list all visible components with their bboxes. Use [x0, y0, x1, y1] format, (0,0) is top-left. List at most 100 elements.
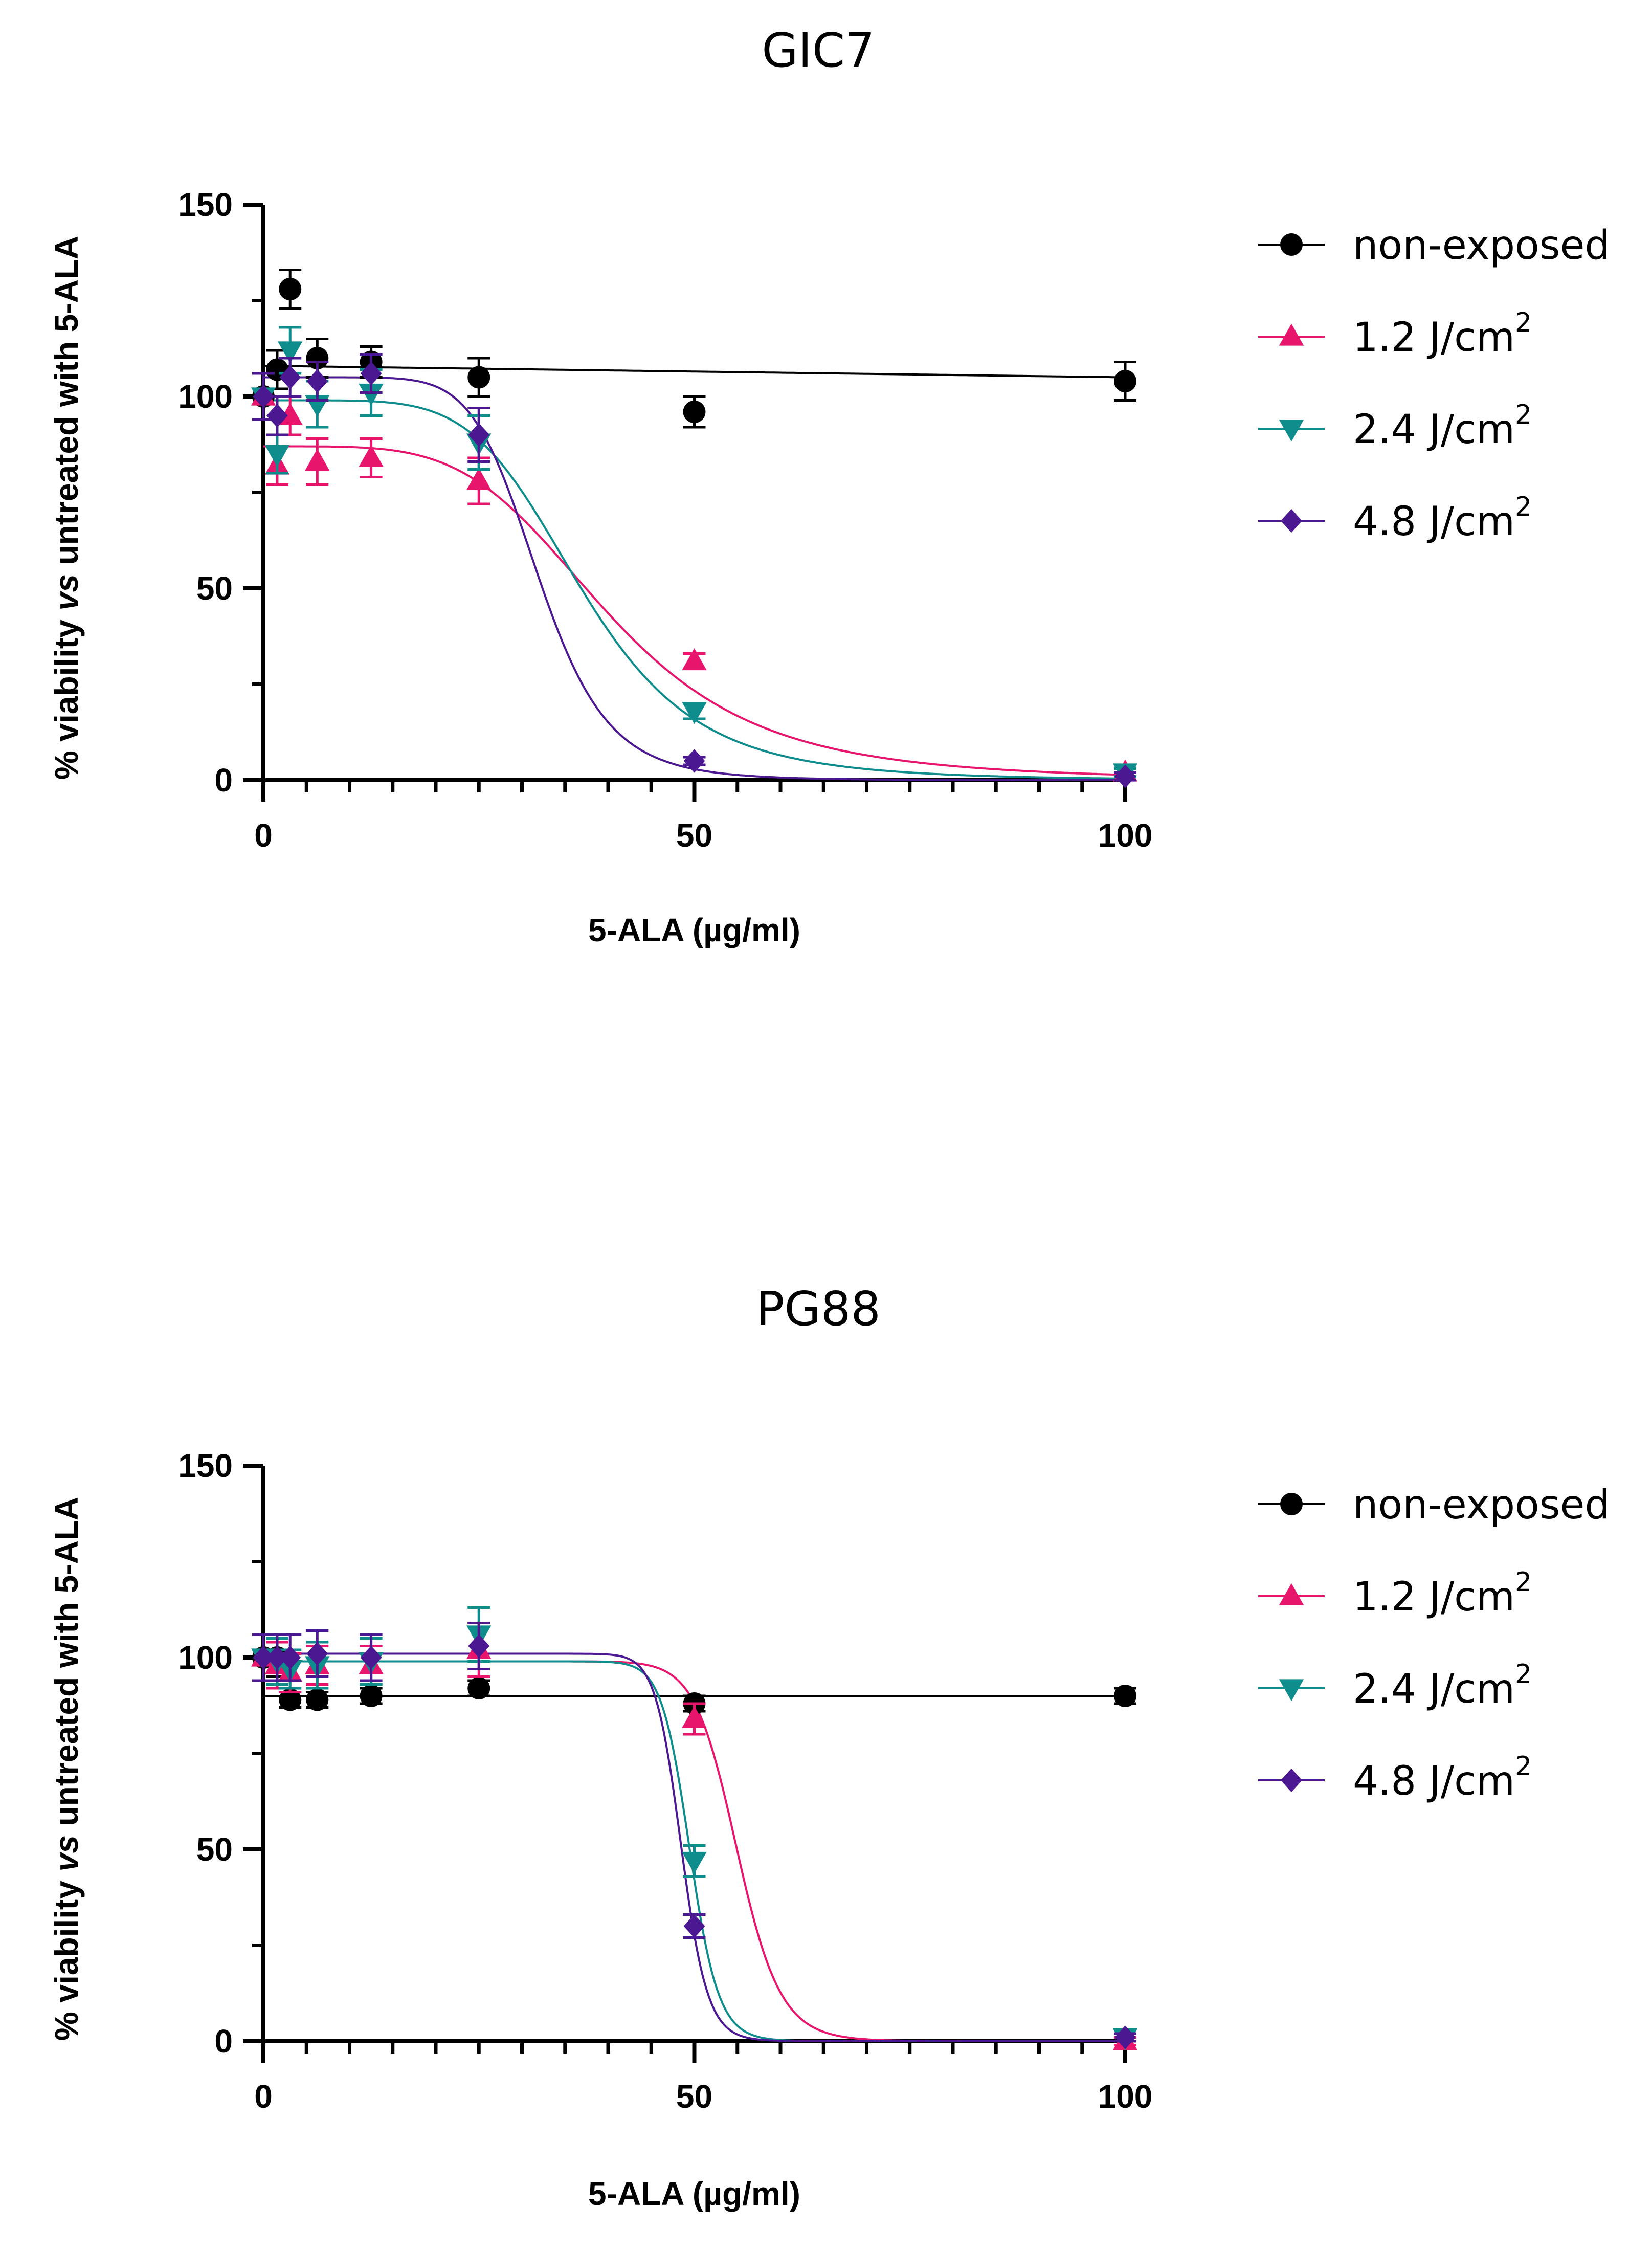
y-axis-label-prefix: % viability	[48, 610, 85, 780]
data-point	[1114, 2025, 1136, 2049]
legend-label-text: 1.2 J/cm	[1353, 1574, 1515, 1620]
legend-label: 1.2 J/cm2	[1353, 307, 1532, 361]
legend-label-superscript: 2	[1515, 400, 1532, 430]
legend-label-text: 4.8 J/cm	[1353, 499, 1515, 545]
y-tick-label: 150	[178, 1447, 233, 1484]
data-point	[306, 369, 328, 393]
data-point	[468, 1634, 490, 1658]
y-tick-label: 0	[214, 762, 233, 799]
data-point	[683, 401, 706, 423]
legend-entry-4: 4.8 J/cm2	[1258, 492, 1532, 545]
data-point	[359, 445, 384, 467]
legend-label-superscript: 2	[1515, 1567, 1532, 1598]
data-point	[306, 1688, 329, 1711]
data-point	[266, 404, 288, 428]
y-axis-label-italic: vs	[48, 1835, 85, 1871]
data-point	[264, 445, 290, 467]
y-tick-label: 50	[196, 570, 233, 607]
data-point	[305, 449, 330, 471]
data-point	[253, 1645, 274, 1670]
legend-label: 2.4 J/cm2	[1353, 400, 1532, 453]
series-4-points	[252, 1622, 1136, 2049]
y-axis-label: % viability vs untreated with 5-ALA	[48, 236, 85, 780]
chart-title: PG88	[756, 1282, 881, 1336]
legend-marker	[1281, 1768, 1302, 1793]
data-point	[279, 1645, 301, 1670]
data-point	[683, 749, 705, 773]
data-point	[682, 702, 707, 724]
x-tick-label: 100	[1098, 2078, 1153, 2115]
y-tick-label: 100	[178, 378, 233, 415]
legend-entry-3: 2.4 J/cm2	[1258, 1659, 1532, 1712]
legend-marker	[1279, 1679, 1304, 1702]
legend-entry-4: 4.8 J/cm2	[1258, 1751, 1532, 1804]
series-3-points	[251, 1606, 1138, 2050]
data-point	[279, 1688, 302, 1711]
data-point	[466, 468, 492, 490]
legend-label-text: non-exposed	[1353, 223, 1610, 269]
legend-label: non-exposed	[1353, 1482, 1610, 1528]
legend-marker	[1280, 233, 1303, 256]
y-axis-label-prefix: % viability	[48, 1871, 85, 2041]
x-tick-label: 0	[254, 817, 273, 854]
legend-label-superscript: 2	[1515, 307, 1532, 338]
legend-entry-2: 1.2 J/cm2	[1258, 307, 1532, 361]
y-axis-label-suffix: untreated with 5-ALA	[48, 1497, 85, 1835]
chart-panel-1: GIC7 0 50 100 150 0 50 100 5-ALA (µg/ml) % viabil…	[48, 23, 1610, 948]
y-axis-label-suffix: untreated with 5-ALA	[48, 236, 85, 574]
chart-panel-2: PG88 0 50 100 150 0 50 100 5-ALA (µg/ml) % viabil…	[48, 1282, 1610, 2212]
data-point	[359, 383, 384, 406]
x-tick-label: 50	[676, 2078, 712, 2115]
legend-label-superscript: 2	[1515, 1659, 1532, 1690]
legend-label-superscript: 2	[1515, 1751, 1532, 1782]
data-point	[360, 361, 382, 386]
legend-marker	[1279, 1583, 1304, 1605]
data-point	[1114, 1685, 1136, 1707]
x-axis-label: 5-ALA (µg/ml)	[588, 2175, 800, 2212]
data-point	[279, 278, 302, 300]
series-4-points	[252, 353, 1136, 788]
y-tick-label: 50	[196, 1831, 233, 1868]
data-point	[360, 1645, 382, 1670]
data-point	[682, 1706, 707, 1728]
legend-label-superscript: 2	[1515, 492, 1532, 522]
legend-label: non-exposed	[1353, 223, 1610, 269]
x-axis-label: 5-ALA (µg/ml)	[588, 912, 800, 948]
y-tick-label: 100	[178, 1639, 233, 1676]
legend-marker	[1279, 420, 1304, 442]
legend-label-text: non-exposed	[1353, 1482, 1610, 1528]
data-point	[1114, 370, 1136, 392]
legend-label: 4.8 J/cm2	[1353, 1751, 1532, 1804]
legend-label-text: 4.8 J/cm	[1353, 1758, 1515, 1804]
data-point	[682, 1851, 707, 1874]
x-tick-label: 0	[254, 2078, 273, 2115]
y-tick-label: 0	[214, 2023, 233, 2060]
legend-marker	[1279, 323, 1304, 346]
data-point	[306, 1642, 328, 1666]
data-point	[306, 347, 329, 369]
data-point	[278, 341, 303, 364]
legend-label-text: 2.4 J/cm	[1353, 407, 1515, 453]
data-point	[266, 1645, 288, 1670]
legend-label: 2.4 J/cm2	[1353, 1659, 1532, 1712]
legend-label-text: 2.4 J/cm	[1353, 1666, 1515, 1712]
data-point	[467, 1677, 490, 1699]
legend-entry-3: 2.4 J/cm2	[1258, 400, 1532, 453]
data-point	[279, 365, 301, 389]
y-axis-label: % viability vs untreated with 5-ALA	[48, 1497, 85, 2041]
data-point	[1114, 764, 1136, 788]
data-point	[253, 384, 274, 409]
legend-label: 4.8 J/cm2	[1353, 492, 1532, 545]
y-tick-label: 150	[178, 186, 233, 223]
chart-title: GIC7	[762, 23, 875, 78]
data-point	[682, 648, 707, 671]
data-point	[468, 423, 490, 447]
legend-entry-1: non-exposed	[1258, 1482, 1610, 1528]
legend-entry-1: non-exposed	[1258, 223, 1610, 269]
x-tick-label: 50	[676, 817, 712, 854]
data-point	[467, 366, 490, 389]
legend-entry-2: 1.2 J/cm2	[1258, 1567, 1532, 1620]
legend-label-text: 1.2 J/cm	[1353, 315, 1515, 361]
fit-curve-series-1	[263, 365, 1126, 379]
